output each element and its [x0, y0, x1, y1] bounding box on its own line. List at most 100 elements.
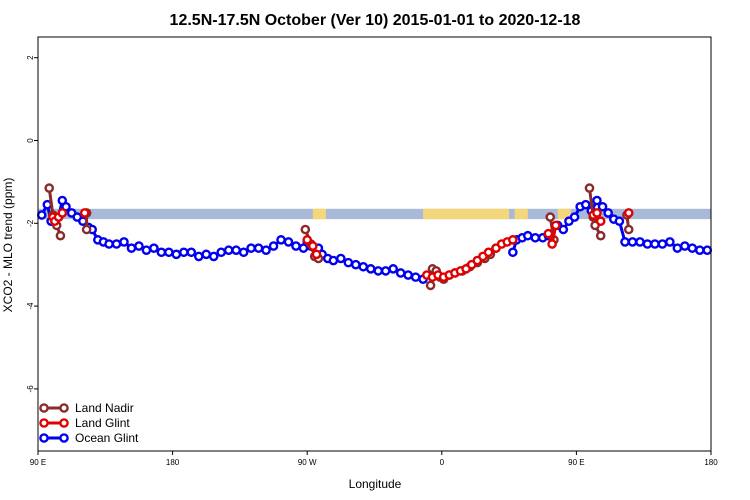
data-point [300, 224, 311, 235]
data-point [702, 245, 713, 256]
land-band-segment [423, 208, 510, 220]
x-tick-label: 180 [704, 458, 718, 467]
data-point [580, 199, 591, 210]
data-point [543, 228, 554, 239]
data-point [179, 247, 189, 258]
data-point [584, 183, 595, 193]
data-point [351, 259, 361, 270]
data-point [694, 245, 705, 256]
data-point [134, 241, 144, 251]
data-point [149, 243, 159, 253]
data-point [687, 243, 698, 253]
data-point [231, 245, 241, 256]
data-point [508, 247, 518, 258]
data-point [388, 264, 398, 274]
data-point [603, 208, 613, 218]
data-point [141, 245, 152, 256]
data-point [672, 243, 683, 253]
land-band-segment [514, 208, 528, 220]
data-point [530, 232, 541, 243]
data-point [642, 239, 653, 249]
data-point [186, 247, 197, 258]
legend-entry: Land Glint [39, 416, 130, 430]
data-point [358, 261, 369, 272]
data-point [57, 208, 68, 218]
data-point [311, 249, 322, 260]
data-point [291, 241, 301, 251]
data-point [522, 230, 533, 241]
data-point [208, 251, 219, 262]
data-point [551, 220, 561, 231]
data-point [403, 270, 413, 280]
data-point [597, 201, 608, 212]
legend-marker [59, 403, 69, 413]
data-point [620, 237, 630, 247]
data-point [547, 239, 557, 249]
data-point [81, 224, 92, 235]
data-point [79, 208, 90, 218]
y-tick-label: 0 [26, 138, 35, 143]
x-tick-label: 0 [440, 458, 445, 467]
series-land-glint [422, 235, 518, 282]
data-point [483, 247, 494, 258]
data-point [253, 243, 264, 253]
data-point [595, 230, 606, 241]
data-point [156, 247, 167, 258]
data-point [308, 241, 318, 251]
data-point [336, 253, 346, 264]
data-point [680, 241, 690, 251]
legend-marker [59, 433, 69, 443]
data-point [558, 224, 569, 235]
data-point [343, 257, 354, 268]
data-point [650, 239, 660, 249]
series-land-glint [48, 208, 68, 227]
x-tick-label: 90 E [568, 458, 584, 467]
data-point [171, 249, 182, 260]
data-point [380, 266, 391, 276]
land-ocean-band [38, 208, 711, 220]
x-tick-label: 90 E [30, 458, 46, 467]
legend-marker [39, 433, 49, 443]
data-point [261, 245, 271, 256]
data-point [508, 235, 518, 245]
legend-marker [39, 418, 49, 428]
data-point [657, 239, 668, 249]
legend-marker [39, 403, 49, 413]
data-point [627, 237, 638, 247]
legend-entry: Ocean Glint [39, 431, 139, 445]
data-point [365, 264, 376, 274]
legend-label: Land Glint [75, 416, 130, 430]
data-point [623, 224, 634, 235]
data-point [635, 237, 645, 247]
data-point [36, 210, 47, 220]
data-point [55, 230, 66, 241]
data-point [119, 237, 129, 247]
series-land-glint [623, 208, 634, 218]
legend-label: Land Nadir [75, 401, 134, 415]
legend-marker [59, 418, 69, 428]
y-tick-label: -6 [26, 385, 35, 393]
y-tick-label: 2 [26, 55, 35, 60]
data-point [283, 237, 294, 247]
land-band-segment [312, 208, 326, 220]
chart-title: 12.5N-17.5N October (Ver 10) 2015-01-01 … [170, 12, 581, 29]
data-point [410, 272, 421, 282]
x-axis: 90 E 180 90 W 0 90 E 180 [30, 451, 718, 467]
data-point [164, 247, 174, 258]
data-point [614, 216, 625, 227]
series-layer [36, 183, 713, 291]
data-point [425, 280, 436, 291]
data-point [238, 247, 249, 258]
data-point [104, 239, 114, 249]
legend-label: Ocean Glint [75, 431, 139, 445]
data-point [665, 237, 675, 247]
data-point [623, 208, 634, 218]
series-land-glint [543, 220, 561, 250]
y-axis: 2 0 -2 -4 -6 [26, 55, 38, 393]
data-point [595, 216, 606, 227]
data-point [193, 251, 204, 262]
data-point [223, 245, 234, 256]
land-band-segment [557, 208, 571, 220]
data-point [592, 208, 602, 218]
